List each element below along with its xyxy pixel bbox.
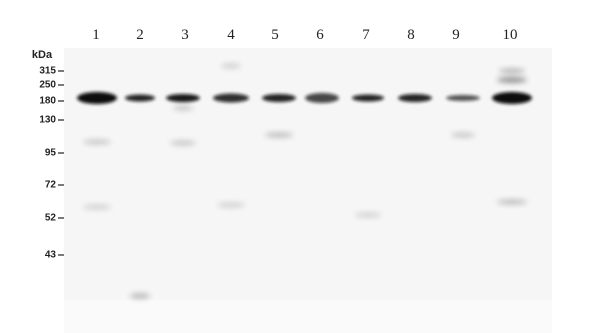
band [305,93,339,103]
band [352,94,384,102]
band [77,92,117,104]
faint-band [265,132,293,138]
faint-band [170,140,196,146]
marker-label: 130 [39,115,56,126]
lane-label: 3 [181,27,189,43]
lane-label: 4 [227,27,235,43]
lane-label: 1 [92,27,100,43]
marker-label: 95 [45,148,57,159]
faint-band [451,132,475,138]
band [213,93,249,103]
lane-label: 7 [362,27,370,43]
membrane [64,48,552,300]
band [446,95,480,101]
faint-band [217,202,245,208]
lane-label: 9 [452,27,460,43]
marker-label: 180 [39,96,56,107]
marker-unit: kDa [32,49,53,61]
marker-label: 72 [45,180,57,191]
faint-band [130,293,150,299]
marker-label: 250 [39,80,56,91]
bands [77,63,532,299]
band [492,92,532,104]
marker-label: 315 [39,66,56,77]
lane-label: 6 [316,27,324,43]
faint-band [221,63,241,69]
faint-band [497,199,527,205]
faint-band [355,212,381,218]
faint-band [173,105,193,111]
band [398,94,432,102]
lane-label: 5 [271,27,279,43]
faint-band [83,204,111,210]
band [166,94,200,102]
lane-label: 10 [503,27,518,43]
band [262,94,296,102]
faint-band [83,139,111,145]
marker-label: 43 [45,250,57,261]
lane-label: 2 [136,27,144,43]
faint-band [497,77,527,83]
faint-band [499,68,525,74]
lane-label: 8 [407,27,415,43]
band [125,94,155,102]
marker-label: 52 [45,213,57,224]
membrane-edge [64,300,552,333]
